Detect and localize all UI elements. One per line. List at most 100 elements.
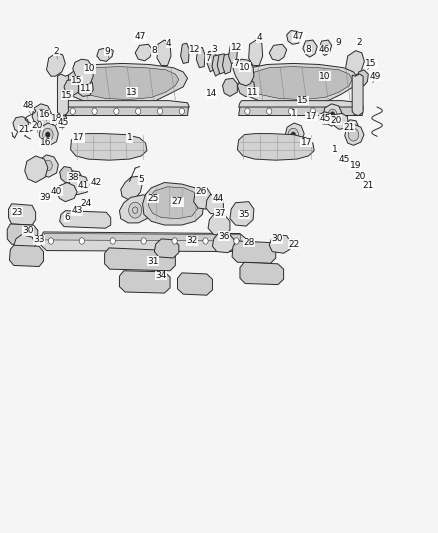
Text: 45: 45	[339, 155, 350, 164]
Circle shape	[354, 108, 359, 115]
Circle shape	[172, 238, 177, 244]
Polygon shape	[319, 112, 331, 124]
Text: 9: 9	[105, 47, 110, 55]
Polygon shape	[239, 101, 363, 111]
Polygon shape	[60, 166, 74, 182]
Text: 47: 47	[135, 33, 146, 42]
Polygon shape	[346, 120, 359, 134]
Polygon shape	[323, 104, 342, 126]
Circle shape	[37, 109, 46, 120]
Circle shape	[92, 108, 97, 115]
Text: 10: 10	[85, 64, 96, 73]
Text: 10: 10	[319, 71, 330, 80]
Text: 27: 27	[172, 197, 183, 206]
Polygon shape	[249, 40, 263, 66]
Polygon shape	[223, 54, 232, 74]
Polygon shape	[148, 187, 198, 219]
Polygon shape	[249, 67, 352, 100]
Text: 5: 5	[138, 175, 144, 184]
Polygon shape	[143, 182, 204, 225]
Text: 30: 30	[271, 235, 283, 244]
Polygon shape	[135, 44, 152, 61]
Circle shape	[136, 108, 141, 115]
Polygon shape	[223, 78, 237, 96]
Text: 2: 2	[54, 47, 60, 55]
Text: 20: 20	[31, 121, 42, 130]
Polygon shape	[77, 79, 93, 96]
Text: 4: 4	[166, 39, 172, 48]
Polygon shape	[358, 70, 368, 86]
Circle shape	[70, 108, 75, 115]
Circle shape	[43, 160, 52, 171]
Polygon shape	[39, 123, 58, 147]
Polygon shape	[10, 245, 43, 266]
Text: 12: 12	[231, 43, 242, 52]
Text: 31: 31	[147, 257, 159, 265]
Text: 17: 17	[300, 138, 312, 147]
Text: 42: 42	[90, 178, 102, 187]
Text: 47: 47	[293, 33, 304, 42]
Text: 38: 38	[67, 173, 78, 182]
Polygon shape	[286, 123, 304, 147]
Circle shape	[328, 109, 337, 120]
Text: 11: 11	[80, 84, 92, 93]
Polygon shape	[121, 176, 143, 199]
Circle shape	[288, 128, 298, 141]
Circle shape	[267, 108, 272, 115]
Circle shape	[203, 238, 208, 244]
Text: 35: 35	[239, 210, 250, 219]
Text: 18: 18	[51, 114, 62, 123]
Circle shape	[114, 108, 119, 115]
Polygon shape	[229, 44, 237, 63]
Text: 6: 6	[64, 213, 70, 222]
Polygon shape	[196, 47, 205, 68]
Polygon shape	[239, 107, 363, 116]
Polygon shape	[7, 224, 38, 245]
Text: 12: 12	[189, 45, 201, 54]
Polygon shape	[105, 248, 175, 271]
Circle shape	[348, 128, 359, 141]
Text: 37: 37	[214, 209, 226, 218]
Text: 8: 8	[306, 45, 311, 54]
Polygon shape	[65, 101, 189, 111]
Circle shape	[129, 202, 142, 218]
Polygon shape	[157, 40, 171, 66]
Text: 11: 11	[247, 87, 258, 96]
Circle shape	[46, 132, 50, 138]
Text: 13: 13	[126, 87, 138, 96]
Text: 30: 30	[22, 227, 34, 236]
Polygon shape	[154, 239, 179, 258]
Text: 33: 33	[33, 236, 45, 245]
Circle shape	[179, 108, 184, 115]
Polygon shape	[240, 262, 284, 285]
Polygon shape	[57, 182, 77, 201]
Text: 7: 7	[233, 59, 239, 68]
Polygon shape	[180, 43, 189, 63]
Polygon shape	[25, 156, 48, 182]
Text: 14: 14	[205, 89, 217, 98]
Text: 21: 21	[343, 123, 355, 132]
Circle shape	[42, 128, 53, 141]
Text: 1: 1	[291, 109, 297, 118]
Polygon shape	[345, 124, 364, 146]
Polygon shape	[73, 59, 93, 86]
Polygon shape	[64, 63, 187, 106]
Polygon shape	[13, 117, 28, 133]
Polygon shape	[212, 233, 234, 253]
Text: 40: 40	[51, 187, 62, 196]
Polygon shape	[287, 30, 301, 44]
Polygon shape	[237, 134, 314, 160]
Text: 16: 16	[39, 110, 50, 119]
Polygon shape	[46, 53, 65, 76]
Text: 49: 49	[370, 71, 381, 80]
Polygon shape	[212, 55, 223, 76]
Text: 45: 45	[319, 114, 331, 123]
Polygon shape	[346, 51, 364, 76]
Polygon shape	[43, 233, 241, 241]
Text: 32: 32	[186, 237, 198, 246]
Text: 16: 16	[39, 138, 51, 147]
Text: 21: 21	[18, 125, 29, 134]
Circle shape	[157, 108, 162, 115]
Text: 26: 26	[195, 187, 206, 196]
Text: 20: 20	[330, 116, 342, 125]
